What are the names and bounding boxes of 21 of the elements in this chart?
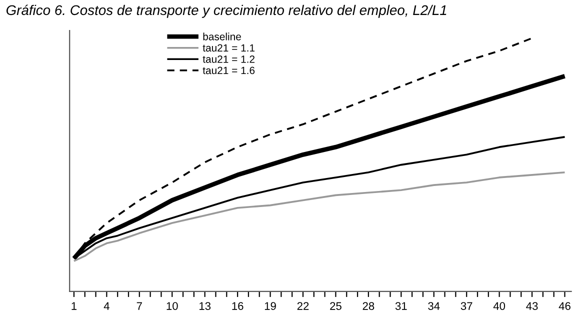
x-tick-label: 34	[428, 302, 440, 310]
x-tick-label: 43	[526, 302, 538, 310]
x-tick-label: 16	[232, 302, 244, 310]
x-tick-label: 28	[362, 302, 374, 310]
legend-label: tau21 = 1.6	[202, 66, 255, 74]
x-tick-label: 46	[558, 302, 570, 310]
legend-label: tau21 = 1.2	[202, 55, 255, 63]
x-tick-label: 22	[297, 302, 309, 310]
legend-label: baseline	[203, 32, 241, 40]
x-tick-label: 7	[136, 302, 142, 310]
x-tick-label: 1	[72, 302, 77, 310]
x-tick-label: 10	[166, 302, 178, 310]
chart-title: Gráfico 6. Costos de transporte y crecimiento relativo del empleo, L2/L1	[6, 4, 446, 18]
x-tick-label: 31	[395, 302, 407, 310]
x-tick-label: 40	[493, 302, 506, 310]
x-tick-label: 13	[200, 302, 211, 310]
x-tick-label: 19	[264, 302, 276, 310]
legend-label: tau21 = 1.1	[202, 44, 255, 52]
x-tick-label: 4	[104, 302, 110, 310]
x-tick-label: 25	[330, 302, 342, 310]
x-tick-label: 37	[460, 302, 472, 310]
